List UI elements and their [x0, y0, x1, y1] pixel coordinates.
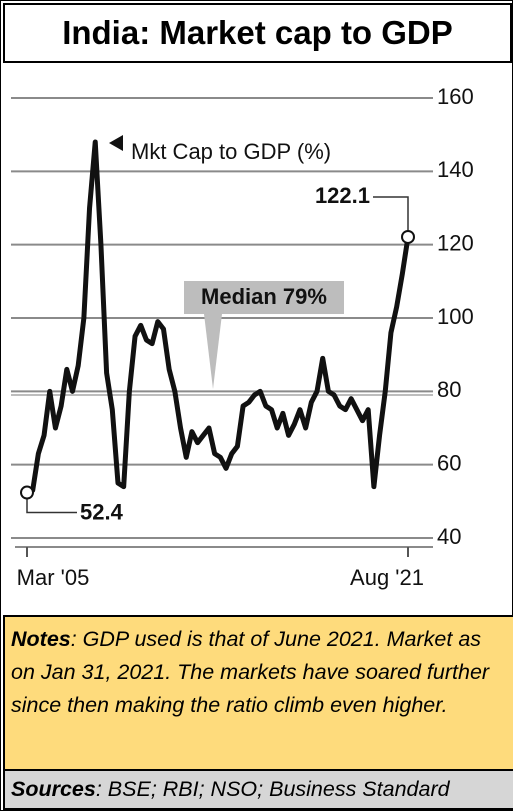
notes: Notes: GDP used is that of June 2021. Ma… [3, 615, 513, 771]
x-tick-label: Mar '05 [17, 565, 90, 590]
notes-text: : GDP used is that of June 2021. Market … [11, 627, 490, 717]
legend-label: Mkt Cap to GDP (%) [131, 139, 331, 164]
y-tick-label: 120 [437, 230, 474, 255]
chart: 40 60 80 100 120 140 160 Mar '05 Aug '21 Median 7… [11, 84, 474, 590]
y-tick-label: 160 [437, 84, 474, 109]
y-tick-label: 40 [437, 524, 461, 549]
sources-label: Sources [11, 777, 96, 801]
median-pointer [204, 314, 222, 389]
sources-text: : BSE; RBI; NSO; Business Standard [95, 777, 450, 801]
series-line [26, 139, 411, 495]
callout-line [373, 196, 409, 237]
y-tick-label: 100 [437, 304, 474, 329]
median-box [184, 281, 344, 314]
point-marker [20, 485, 34, 500]
notes-label: Notes [11, 627, 71, 651]
median-label: Median 79% [201, 284, 327, 309]
data-label: 52.4 [80, 499, 124, 524]
data-label: 122.1 [315, 183, 370, 208]
x-tick-label: Aug '21 [350, 565, 424, 590]
legend-marker [109, 135, 123, 151]
point-marker [401, 229, 415, 244]
y-tick-label: 140 [437, 157, 474, 182]
y-tick-label: 80 [437, 377, 461, 402]
chart-title: India: Market cap to GDP [3, 3, 512, 63]
y-tick-label: 60 [437, 450, 461, 475]
sources: Sources: BSE; RBI; NSO; Business Standar… [3, 769, 513, 810]
callout-line [26, 492, 77, 514]
